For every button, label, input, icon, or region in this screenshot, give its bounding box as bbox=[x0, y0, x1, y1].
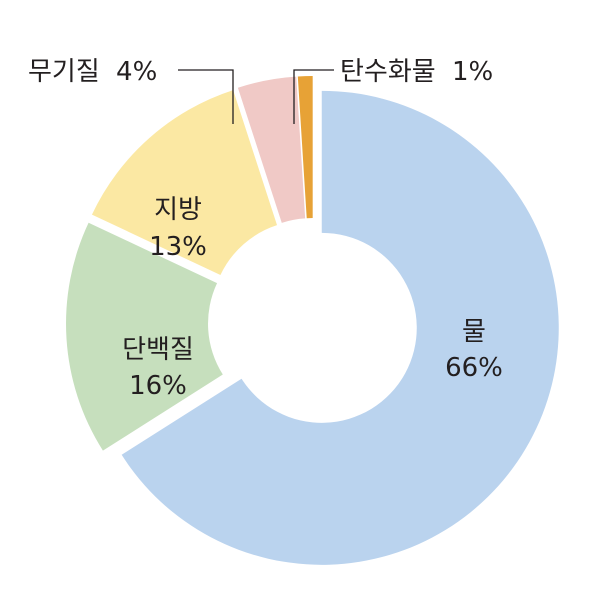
label-minerals-value: 4% bbox=[116, 57, 157, 87]
slice-carbohydrate bbox=[297, 76, 313, 219]
slice-water bbox=[121, 90, 559, 565]
leader-line-minerals bbox=[178, 69, 234, 124]
label-carbohydrate: 탄수화물 1% bbox=[340, 57, 493, 87]
slice-protein bbox=[66, 222, 223, 451]
label-water-name: 물 bbox=[462, 317, 486, 347]
label-protein-name: 단백질 bbox=[122, 335, 194, 365]
label-fat-name: 지방 bbox=[154, 195, 202, 225]
label-carbohydrate-value: 1% bbox=[452, 57, 493, 87]
slices-group bbox=[66, 76, 559, 565]
slice-fat bbox=[91, 90, 278, 276]
label-water-value: 66% bbox=[445, 353, 503, 383]
label-minerals: 무기질 4% bbox=[28, 57, 157, 87]
label-protein-value: 16% bbox=[129, 371, 187, 401]
label-fat-value: 13% bbox=[149, 232, 207, 262]
label-minerals-name: 무기질 bbox=[28, 57, 100, 87]
label-carbohydrate-name: 탄수화물 bbox=[340, 57, 436, 87]
leader-line-carbohydrate bbox=[293, 69, 334, 124]
slice-minerals bbox=[237, 76, 306, 223]
